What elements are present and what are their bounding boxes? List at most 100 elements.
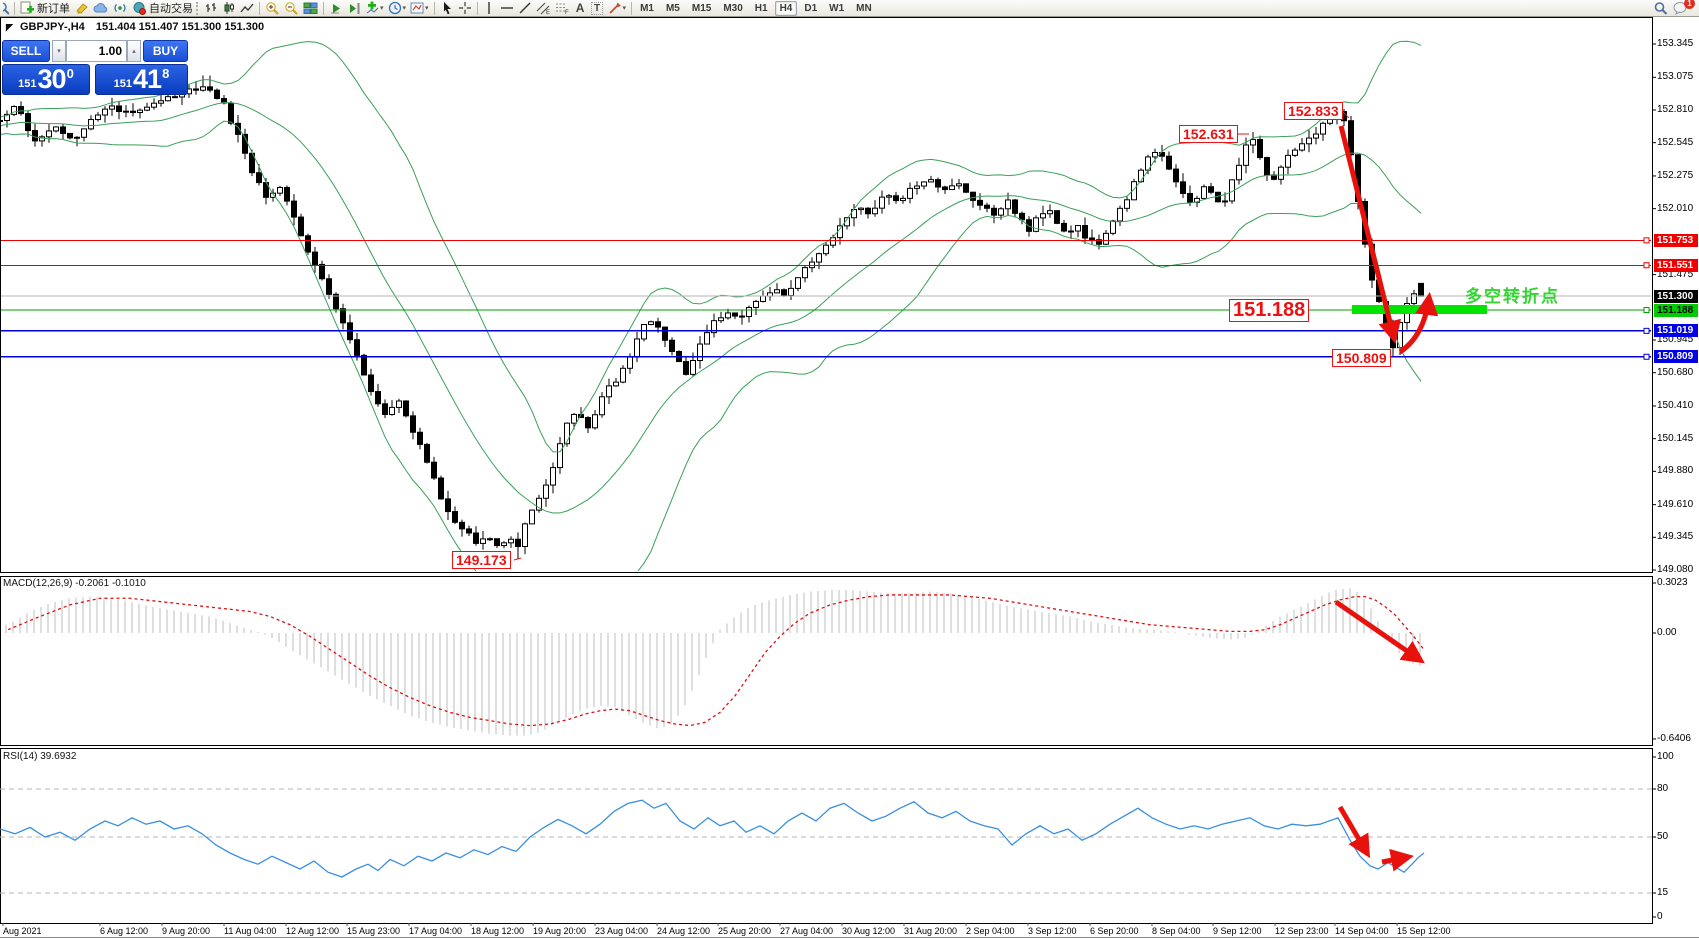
buy-button[interactable]: BUY: [143, 40, 188, 62]
red-up-arrow[interactable]: [1398, 292, 1439, 355]
indicators-button[interactable]: ▾: [363, 1, 386, 16]
chevron-down-icon: ▾: [622, 5, 627, 12]
rsi-axis-tick: 15: [1657, 887, 1669, 898]
highlighter-icon[interactable]: [72, 1, 91, 16]
timeframe-button-m5[interactable]: M5: [665, 2, 680, 14]
price-axis-tick: 151.475: [1657, 268, 1694, 280]
price-axis-tick: 153.345: [1657, 38, 1694, 49]
new-order-label: 新订单: [37, 3, 70, 15]
new-order-button[interactable]: 新订单: [18, 1, 72, 16]
time-axis-label: 14 Sep 04:00: [1335, 926, 1389, 936]
vertical-line-button[interactable]: [481, 1, 498, 16]
label-swing-high-152631[interactable]: 152.631: [1179, 125, 1238, 143]
buy-price-pips: 41: [133, 64, 162, 94]
red-down-arrow[interactable]: [1338, 125, 1402, 344]
chevron-down-icon: ▾: [425, 5, 429, 12]
auto-scroll-button[interactable]: [327, 1, 345, 16]
sell-button[interactable]: SELL: [2, 40, 50, 62]
toolbar-right: 1: [1651, 0, 1697, 16]
chart-symbol: GBPJPY-,H4: [19, 21, 85, 33]
timeframe-button-h1[interactable]: H1: [754, 2, 768, 14]
text-button[interactable]: A: [575, 1, 585, 15]
time-axis-label: 19 Aug 20:00: [533, 926, 587, 936]
fibonacci-button[interactable]: F: [553, 1, 572, 16]
macd-red-arrow[interactable]: [1334, 599, 1425, 664]
timeframe-button-d1[interactable]: D1: [804, 2, 818, 14]
notifications-button[interactable]: 1: [1671, 0, 1695, 16]
price-axis-tick: 150.410: [1657, 399, 1694, 411]
candlestick-chart-button[interactable]: [220, 1, 238, 16]
rsi-axis-tick: 0: [1657, 911, 1663, 922]
zoom-in-button[interactable]: [263, 1, 282, 16]
time-axis-label: 6 Sep 20:00: [1090, 926, 1139, 936]
label-key-level-151188[interactable]: 151.188: [1229, 299, 1310, 322]
bar-chart-button[interactable]: [202, 1, 220, 16]
macd-indicator-label: MACD(12,26,9) -0.2061 -0.1010: [3, 578, 146, 589]
volume-decrease-button[interactable]: ▾: [52, 40, 66, 62]
price-axis-tick: 152.810: [1657, 103, 1694, 115]
timeframe-bar: M1 M5 M15 M30 H1 H4 D1 W1 MN: [635, 0, 877, 16]
timeframe-button-mn[interactable]: MN: [856, 2, 872, 14]
macd-axis-tick: 0.3023: [1657, 576, 1688, 588]
separator: [259, 1, 260, 15]
timeframe-button-m15[interactable]: M15: [691, 2, 712, 14]
timeframe-button-m30[interactable]: M30: [723, 2, 743, 14]
time-axis-label: 18 Aug 12:00: [471, 926, 525, 936]
price-axis-tick: 150.145: [1657, 432, 1694, 444]
label-leader-line: [1341, 110, 1350, 119]
volume-input[interactable]: 1.00: [66, 40, 127, 62]
price-tag: 151.019: [1654, 324, 1698, 338]
volume-increase-button[interactable]: ▴: [127, 40, 141, 62]
time-axis-label: 9 Aug 20:00: [162, 926, 211, 936]
time-axis-label: 23 Aug 04:00: [595, 926, 649, 936]
arrows-tool-button[interactable]: ▾: [606, 1, 629, 16]
rsi-indicator-label: RSI(14) 39.6932: [3, 751, 77, 762]
time-axis-label: 15 Sep 12:00: [1397, 926, 1451, 936]
price-axis-tick: 150.945: [1657, 333, 1694, 345]
tile-windows-button[interactable]: [301, 1, 320, 16]
search-icon[interactable]: [1651, 1, 1671, 16]
time-axis-label: 12 Aug 12:00: [286, 926, 340, 936]
rsi-red-arrow-right[interactable]: [1381, 848, 1414, 872]
label-swing-low-149173[interactable]: 149.173: [452, 551, 511, 569]
separator: [14, 1, 15, 15]
price-axis-tick: 152.545: [1657, 136, 1694, 148]
crosshair-button[interactable]: [456, 1, 474, 16]
cursor-button[interactable]: [438, 1, 456, 16]
signals-icon[interactable]: [111, 1, 130, 16]
rsi-red-arrow-down[interactable]: [1337, 805, 1371, 859]
periods-button[interactable]: ▾: [386, 1, 409, 16]
buy-price-base: 151: [113, 78, 133, 90]
zoom-out-button[interactable]: [282, 1, 301, 16]
chart-shift-button[interactable]: [345, 1, 363, 16]
autotrading-label: 自动交易: [149, 3, 193, 15]
buy-price-display[interactable]: 151 41 8: [95, 64, 188, 95]
label-swing-high-152833[interactable]: 152.833: [1284, 102, 1343, 120]
timeframe-button-m1[interactable]: M1: [640, 2, 654, 14]
line-chart-button[interactable]: [238, 1, 256, 16]
text-label-button[interactable]: T: [589, 1, 606, 16]
chart-ohlc-values: 151.404 151.407 151.300 151.300: [95, 21, 265, 33]
horizontal-line-button[interactable]: [498, 1, 516, 16]
autotrading-button[interactable]: 自动交易: [130, 1, 195, 16]
time-axis-label: 2 Sep 04:00: [966, 926, 1015, 936]
templates-button[interactable]: ▾: [408, 1, 431, 16]
macd-axis-tick: 0.00: [1657, 627, 1677, 638]
turning-point-note[interactable]: 多空转折点: [1465, 287, 1560, 306]
separator: [323, 1, 324, 15]
timeframe-button-h4[interactable]: H4: [774, 0, 798, 16]
trendline-button[interactable]: [516, 1, 534, 16]
chevron-down-icon: ▾: [402, 5, 407, 12]
timeframe-button-w1[interactable]: W1: [829, 2, 845, 14]
equidistant-channel-button[interactable]: E: [534, 1, 553, 16]
svg-text:F: F: [565, 10, 569, 15]
rsi-axis-tick: 80: [1657, 783, 1669, 794]
separator: [476, 1, 478, 15]
sell-price-display[interactable]: 151 30 0: [2, 64, 90, 95]
label-swing-low-150809[interactable]: 150.809: [1332, 349, 1391, 367]
time-axis-label: 8 Sep 04:00: [1152, 926, 1201, 936]
cloud-icon[interactable]: [91, 1, 111, 16]
price-axis-tick: 149.610: [1657, 498, 1694, 510]
search-icon-partial[interactable]: [2, 1, 11, 16]
